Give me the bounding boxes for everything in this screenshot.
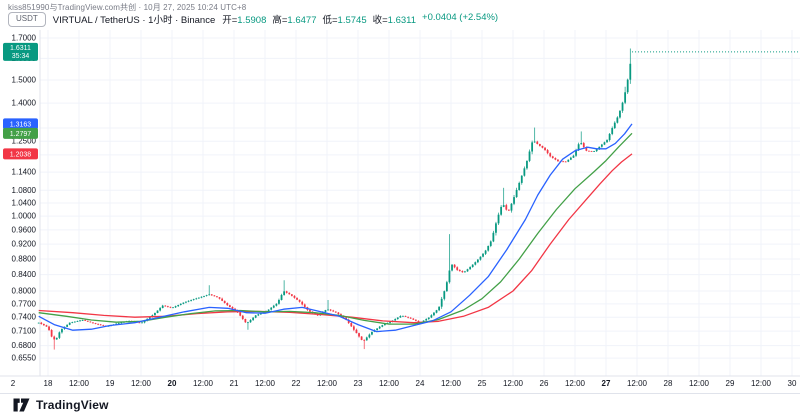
attribution-bar: TradingView — [0, 393, 800, 416]
x-tick-label: 20 — [168, 379, 177, 388]
x-tick-label: 30 — [788, 379, 797, 388]
y-tick-label: 0.9200 — [12, 240, 37, 249]
y-tick-label: 0.8400 — [12, 270, 37, 279]
svg-text:1.2038: 1.2038 — [10, 151, 32, 158]
ma-fast-line — [38, 123, 633, 333]
close-label: 收= — [372, 15, 388, 27]
x-tick-label: 12:00 — [565, 379, 586, 388]
x-tick-label: 27 — [602, 379, 611, 388]
candles — [37, 48, 632, 350]
x-tick-label: 28 — [664, 379, 673, 388]
chart-legend: USDT VIRTUAL / TetherUS · 1小时 · Binance … — [8, 12, 498, 27]
x-tick-label: 22 — [292, 379, 301, 388]
y-tick-label: 1.2500 — [12, 137, 37, 146]
x-tick-label: 12:00 — [751, 379, 772, 388]
x-tick-label: 24 — [416, 379, 425, 388]
price-axis: 1.70001.60001.50001.40001.30001.25001.20… — [12, 34, 37, 363]
y-tick-label: 0.7400 — [12, 313, 37, 322]
y-tick-label: 0.9600 — [12, 225, 37, 234]
svg-text:1.3163: 1.3163 — [10, 121, 32, 128]
low-value: 1.5745 — [337, 15, 367, 27]
symbol-title[interactable]: VIRTUAL / TetherUS · 1小时 · Binance — [52, 15, 216, 27]
y-tick-label: 1.5000 — [12, 76, 37, 85]
watermark-row: kiss851990与TradingView.com共创 · 10月 27, 2… — [8, 2, 246, 13]
tradingview-brand: TradingView — [36, 398, 109, 412]
svg-text:1.2797: 1.2797 — [10, 131, 32, 138]
y-tick-label: 1.7000 — [12, 34, 37, 43]
ma-slow-price-tag: 1.2038 — [3, 148, 38, 160]
x-tick-label: 29 — [726, 379, 735, 388]
x-tick-label: 12:00 — [689, 379, 710, 388]
x-tick-label: 12:00 — [69, 379, 90, 388]
y-tick-label: 0.6550 — [12, 354, 37, 363]
y-tick-label: 0.6800 — [12, 341, 37, 350]
y-tick-label: 1.0800 — [12, 186, 37, 195]
ma-mid-line — [38, 132, 633, 325]
y-tick-label: 1.1400 — [12, 168, 37, 177]
watermark-attribution: kiss851990与TradingView.com共创 · 10月 27, 2… — [8, 3, 247, 12]
tradingview-logo-icon — [13, 398, 30, 412]
x-tick-label: 12:00 — [131, 379, 152, 388]
change-value: +0.0404 (+2.54%) — [422, 12, 499, 24]
open-label: 开= — [222, 15, 238, 27]
y-tick-label: 1.4000 — [12, 99, 37, 108]
open-value: 1.5908 — [237, 15, 267, 27]
y-tick-label: 0.7700 — [12, 299, 37, 308]
x-tick-label: 12:00 — [317, 379, 338, 388]
x-tick-label: 18 — [44, 379, 53, 388]
currency-toggle-button[interactable]: USDT — [8, 12, 46, 27]
y-tick-label: 1.0000 — [12, 212, 37, 221]
y-tick-label: 0.8800 — [12, 255, 37, 264]
low-label: 低= — [322, 15, 338, 27]
y-tick-label: 0.8000 — [12, 287, 37, 296]
x-tick-label: 23 — [354, 379, 363, 388]
x-tick-label: 12:00 — [255, 379, 276, 388]
x-tick-label: 12:00 — [441, 379, 462, 388]
x-tick-label: 25 — [478, 379, 487, 388]
x-tick-label: 21 — [230, 379, 239, 388]
x-tick-label: 26 — [540, 379, 549, 388]
ma-fast-price-tag: 1.3163 — [3, 118, 38, 130]
x-tick-label: 12:00 — [379, 379, 400, 388]
close-value: 1.6311 — [387, 15, 417, 27]
ma-slow-line — [38, 153, 633, 324]
ma-mid-price-tag: 1.2797 — [3, 127, 38, 139]
high-label: 高= — [272, 15, 288, 27]
ohlc-values: 开=1.5908 高=1.6477 低=1.5745 收=1.6311 +0.0… — [222, 12, 498, 26]
x-tick-label: 12:00 — [503, 379, 524, 388]
svg-text:1.6311: 1.6311 — [10, 45, 31, 52]
time-axis: 18 12:00 19 12:00 20 12:00 21 12:00 22 12:00 23 12:… — [11, 379, 797, 388]
y-tick-label: 1.0400 — [12, 198, 37, 207]
x-tick-label-clipped: 2 — [11, 379, 16, 388]
x-tick-label: 12:00 — [627, 379, 648, 388]
x-tick-label: 12:00 — [193, 379, 214, 388]
x-tick-label: 19 — [106, 379, 115, 388]
high-value: 1.6477 — [287, 15, 317, 27]
svg-text:35:34: 35:34 — [12, 53, 30, 60]
y-tick-label: 0.7100 — [12, 327, 37, 336]
